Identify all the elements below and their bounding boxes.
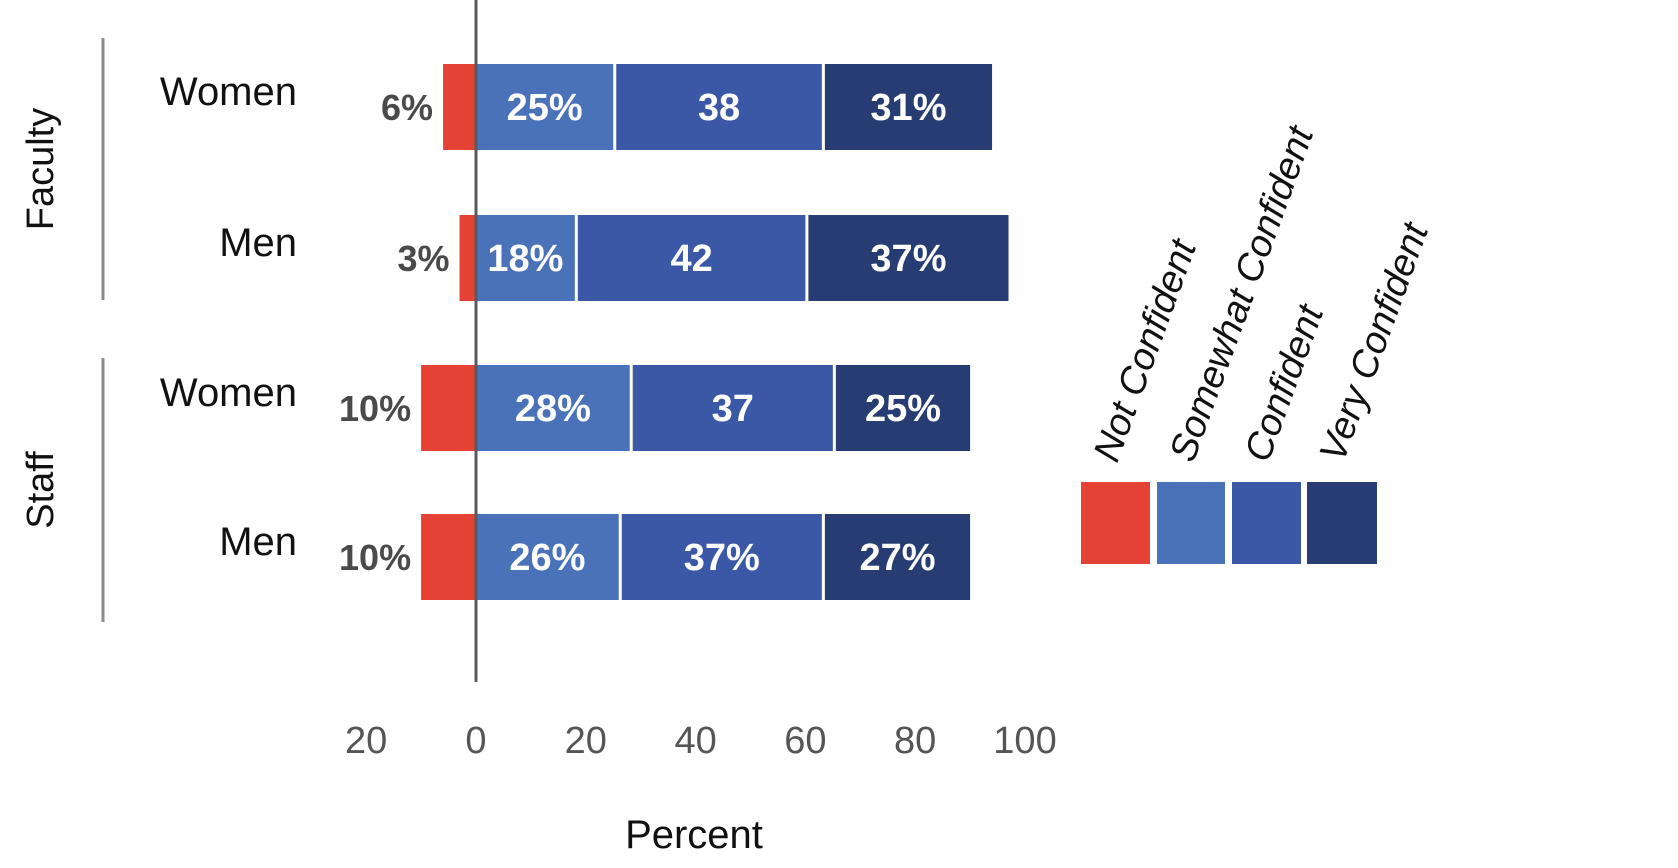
bar-very-confident-3 [835, 365, 971, 451]
label-not-confident-3: 10% [339, 388, 411, 429]
label-somewhat-confident-1: 25% [507, 87, 583, 129]
legend-swatch-confident [1232, 482, 1301, 564]
bar-confident-1 [616, 64, 822, 150]
group-label-faculty: Faculty [20, 108, 62, 230]
bar-somewhat-confident-1 [476, 64, 614, 150]
label-very-confident-4: 27% [859, 537, 935, 579]
label-confident-1: 38 [698, 87, 740, 129]
label-confident-4: 37% [684, 537, 760, 579]
row-label-3: Women [160, 371, 297, 415]
x-tick-label: 80 [894, 720, 936, 762]
bar-very-confident-4 [824, 514, 971, 600]
row-label-4: Men [219, 520, 297, 564]
bar-not-confident-3 [421, 365, 476, 451]
x-axis-title: Percent [625, 813, 763, 857]
label-somewhat-confident-2: 18% [487, 238, 563, 280]
label-somewhat-confident-3: 28% [515, 388, 591, 430]
label-very-confident-1: 31% [870, 87, 946, 129]
x-tick-label: 40 [674, 720, 716, 762]
label-not-confident-4: 10% [339, 537, 411, 578]
group-label-staff: Staff [20, 451, 62, 529]
legend-swatch-not-confident [1081, 482, 1150, 564]
x-tick-label: 0 [465, 720, 486, 762]
x-tick-label: 100 [993, 720, 1056, 762]
bar-not-confident-1 [443, 64, 476, 150]
bar-confident-2 [577, 215, 806, 301]
x-tick-label: 60 [784, 720, 826, 762]
bar-confident-3 [632, 365, 833, 451]
label-very-confident-2: 37% [870, 238, 946, 280]
label-somewhat-confident-4: 26% [509, 537, 585, 579]
legend-swatch-somewhat-confident [1157, 482, 1225, 564]
label-not-confident-1: 6% [381, 87, 433, 128]
label-confident-3: 37 [712, 388, 754, 430]
bar-somewhat-confident-3 [476, 365, 630, 451]
bar-very-confident-2 [808, 215, 1009, 301]
bar-somewhat-confident-2 [476, 215, 575, 301]
bar-very-confident-1 [824, 64, 993, 150]
bar-somewhat-confident-4 [476, 514, 619, 600]
bar-not-confident-2 [459, 215, 476, 301]
bar-not-confident-4 [421, 514, 476, 600]
label-confident-2: 42 [670, 238, 712, 280]
row-label-1: Women [160, 70, 297, 114]
row-label-2: Men [219, 221, 297, 265]
label-not-confident-2: 3% [397, 238, 449, 279]
bar-confident-4 [621, 514, 822, 600]
legend-label-very-confident: Very Confident [1312, 216, 1437, 467]
x-tick-label: 20 [345, 720, 387, 762]
x-tick-label: 20 [565, 720, 607, 762]
legend-swatch-very-confident [1307, 482, 1377, 564]
label-very-confident-3: 25% [865, 388, 941, 430]
